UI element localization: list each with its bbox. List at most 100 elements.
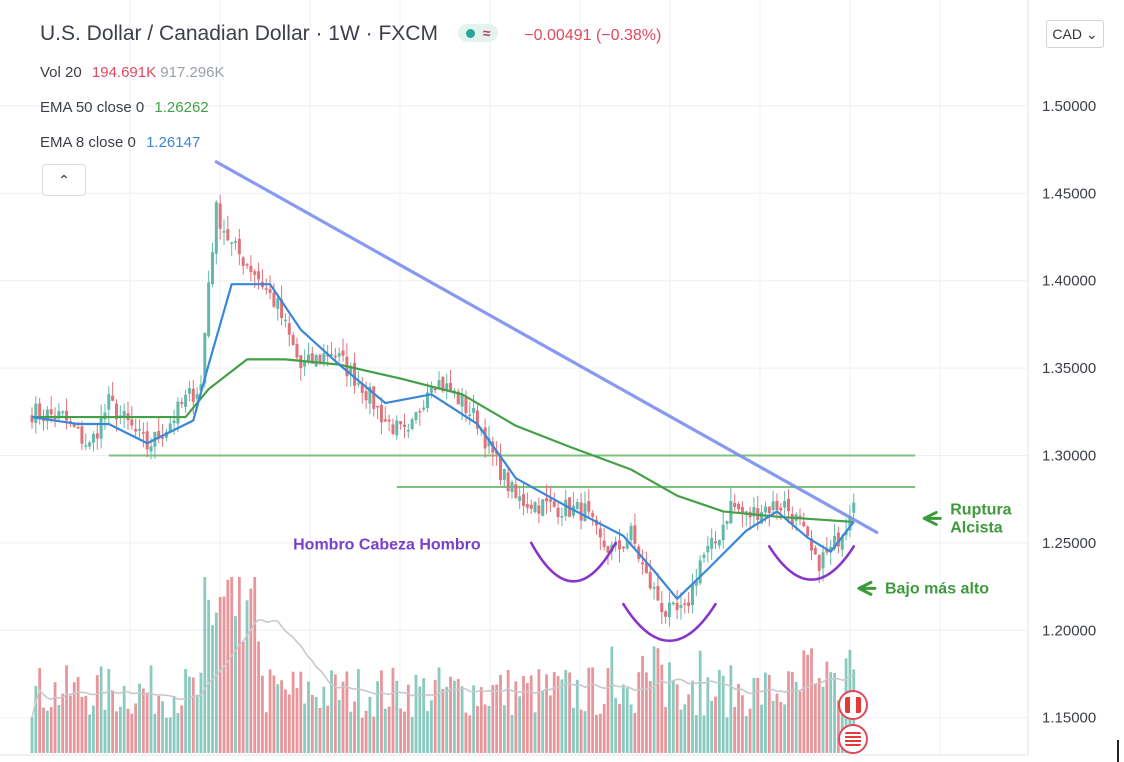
- volume-bar: [318, 707, 322, 753]
- volume-bar: [122, 685, 126, 753]
- candle-body: [429, 385, 433, 393]
- volume-bar: [153, 713, 157, 753]
- volume-bar: [587, 667, 591, 753]
- y-tick-label: 1.35000: [1042, 360, 1096, 377]
- candle-body: [810, 538, 814, 551]
- collapse-legend-button[interactable]: ⌃: [42, 164, 86, 196]
- volume-bar: [648, 681, 652, 753]
- ema8-value: 1.26147: [146, 134, 201, 151]
- pattern-arc-head: [622, 602, 717, 642]
- volume-bar: [602, 703, 606, 753]
- volume-bar: [30, 717, 34, 753]
- candle-body: [514, 484, 518, 498]
- candle-body: [210, 252, 214, 285]
- volume-bar: [268, 669, 272, 753]
- candle-body: [456, 391, 460, 405]
- volume-bar: [660, 664, 664, 753]
- candle-body: [426, 392, 430, 409]
- candle-body: [498, 454, 502, 481]
- volume-bar: [449, 676, 452, 753]
- candle-body: [391, 424, 395, 434]
- candle-body: [245, 264, 249, 266]
- volume-bar: [80, 696, 84, 753]
- candle-body: [848, 516, 852, 531]
- volume-bar: [360, 717, 364, 753]
- candle-body: [752, 507, 756, 517]
- candle-body: [257, 271, 261, 280]
- volume-bar: [741, 695, 744, 753]
- symbol-title: U.S. Dollar / Canadian Dollar · 1W · FXC…: [40, 22, 438, 45]
- candle-body: [836, 532, 840, 547]
- volume-legend-label: Vol 20: [40, 64, 82, 81]
- volume-bar: [529, 675, 533, 753]
- volume-bar: [211, 625, 214, 753]
- volume-bar: [76, 676, 80, 753]
- volume-bar: [637, 672, 641, 753]
- candle-body: [449, 382, 453, 392]
- volume-bar: [230, 577, 234, 753]
- volume-bar: [391, 667, 395, 753]
- candle-body: [314, 354, 318, 367]
- candle-body: [675, 602, 679, 611]
- volume-bar: [226, 579, 230, 753]
- candle-body: [272, 292, 276, 307]
- volume-bar: [729, 665, 733, 753]
- currency-selector[interactable]: CAD ⌄: [1046, 20, 1104, 48]
- volume-bar: [372, 716, 376, 753]
- candle-body: [537, 505, 541, 514]
- candle-body: [541, 499, 545, 516]
- volume-bar: [671, 680, 675, 753]
- candle-body: [180, 402, 184, 404]
- volume-bar: [767, 674, 771, 753]
- candle-body: [283, 319, 287, 322]
- volume-bar: [714, 696, 717, 753]
- annotation-arrow-icon: [857, 580, 877, 596]
- candle-body: [326, 354, 330, 357]
- candle-body: [598, 528, 602, 538]
- ema8-line: [31, 283, 855, 600]
- candle-body: [349, 365, 353, 374]
- downtrend-line: [214, 160, 879, 535]
- candle-body: [195, 393, 199, 399]
- candle-body: [437, 380, 441, 390]
- volume-bar: [261, 675, 264, 753]
- volume-bar: [99, 666, 103, 753]
- candle-body: [114, 403, 118, 420]
- volume-bar: [595, 714, 598, 753]
- volume-bar: [422, 678, 426, 753]
- candle-body: [737, 503, 741, 510]
- candle-body: [226, 229, 230, 241]
- volume-bar: [645, 672, 648, 753]
- volume-bar: [180, 705, 184, 753]
- candle-body: [141, 432, 145, 434]
- market-status-badge[interactable]: ≈: [457, 24, 499, 42]
- candle-body: [629, 526, 633, 540]
- ema50-legend[interactable]: EMA 50 close 0 1.26262: [40, 99, 209, 116]
- candle-body: [218, 203, 222, 229]
- volume-bar: [510, 715, 514, 753]
- volume-bar: [161, 701, 164, 753]
- volume-bar: [564, 669, 568, 753]
- volume-bar: [610, 646, 614, 753]
- candle-body: [103, 412, 107, 420]
- ema8-legend[interactable]: EMA 8 close 0 1.26147: [40, 134, 200, 151]
- volume-bar: [322, 686, 326, 753]
- us-flag-icon[interactable]: [838, 724, 868, 754]
- volume-bar: [752, 677, 756, 753]
- canada-flag-icon[interactable]: [838, 690, 868, 720]
- candle-body: [460, 395, 464, 407]
- candle-body: [548, 499, 552, 502]
- volume-bar: [368, 696, 372, 753]
- volume-bar: [779, 702, 783, 753]
- candle-body: [813, 548, 817, 555]
- candle-body: [333, 355, 337, 358]
- volume-legend[interactable]: Vol 20 194.691K 917.296K: [40, 64, 225, 81]
- y-tick-label: 1.45000: [1042, 185, 1096, 202]
- volume-bar: [668, 662, 671, 753]
- volume-bar: [237, 577, 241, 753]
- candle-body: [667, 602, 671, 618]
- volume-bar: [460, 686, 464, 753]
- candle-body: [353, 362, 357, 386]
- candle-body: [322, 353, 326, 364]
